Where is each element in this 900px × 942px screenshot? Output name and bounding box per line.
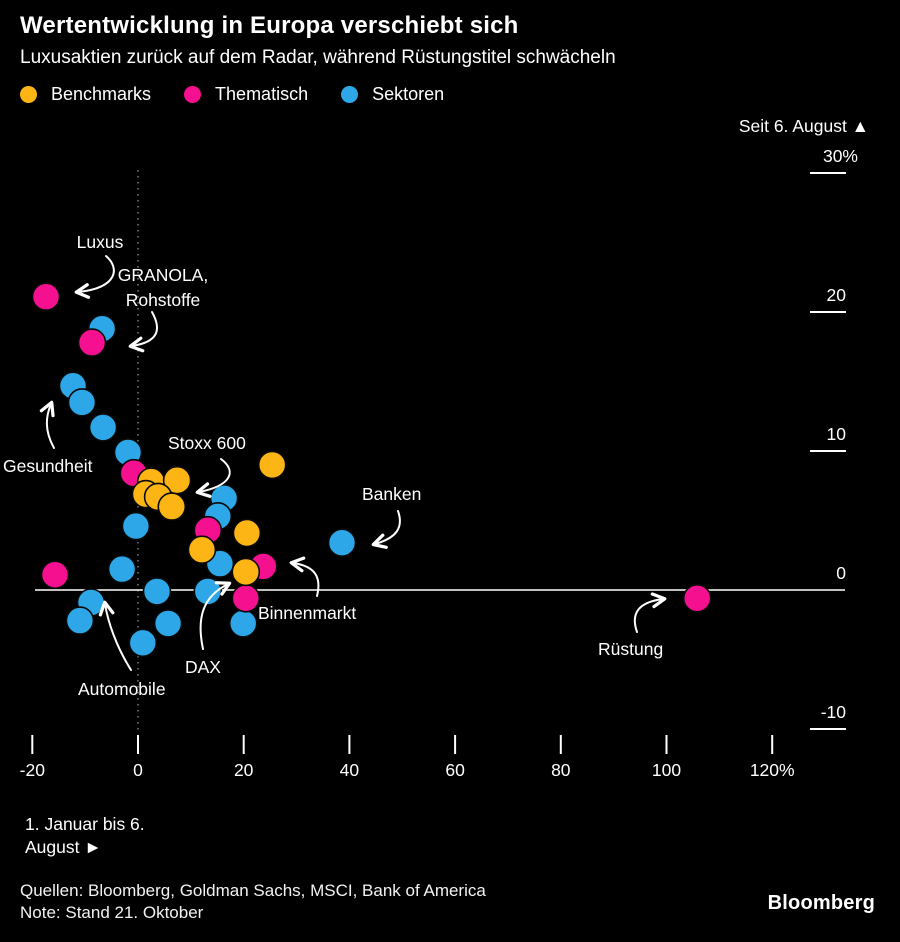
y-tick-label: 20	[827, 285, 847, 305]
annotation-luxus: Luxus	[77, 232, 124, 252]
y-tick-label: 10	[827, 424, 847, 444]
data-point	[65, 606, 95, 635]
annotations: Luxus GRANOLA, Rohstoffe Gesundheit Stoxx 60…	[3, 232, 667, 699]
y-tick-label: 30%	[823, 146, 858, 166]
page-subtitle: Luxusaktien zurück auf dem Radar, währen…	[20, 47, 616, 68]
data-point	[231, 583, 261, 613]
x-axis-period-label: 1. Januar bis 6. August ►	[25, 813, 145, 859]
annotation-arrow-automobile	[98, 600, 132, 671]
x-tick-label: -20	[20, 760, 46, 780]
footer-notes: Quellen: Bloomberg, Goldman Sachs, MSCI,…	[20, 880, 486, 924]
annotation-arrow-dax	[199, 581, 232, 650]
annotation-granola: GRANOLA, Rohstoffe	[118, 265, 208, 310]
data-point	[257, 450, 287, 480]
annotation-arrow-gesundheit	[39, 400, 55, 449]
annotation-arrow-luxus	[74, 255, 115, 299]
benchmarks-swatch-icon	[20, 86, 37, 103]
data-point	[88, 413, 118, 442]
data-point	[327, 528, 357, 558]
x-tick-label: 120%	[750, 760, 795, 780]
legend-label: Thematisch	[215, 84, 309, 104]
y-tick-label: 0	[836, 563, 846, 583]
data-point	[157, 492, 187, 521]
thematisch-swatch-icon	[184, 86, 202, 103]
annotation-ruestung: Rüstung	[598, 639, 663, 659]
series-sektoren	[58, 314, 357, 658]
annotation-gesundheit: Gesundheit	[3, 456, 93, 476]
annotation-arrow-ruestung	[633, 592, 667, 633]
x-tick-label: 0	[133, 760, 143, 780]
legend-item-sektoren: Sektoren	[341, 84, 444, 105]
data-point	[228, 609, 258, 638]
page-title: Wertentwicklung in Europa verschiebt sic…	[20, 12, 519, 39]
annotation-arrow-stoxx600	[195, 458, 231, 498]
data-point	[142, 577, 172, 606]
data-point	[77, 328, 107, 357]
bloomberg-logo: Bloomberg	[767, 892, 875, 914]
annotation-binnenmarkt: Binnenmarkt	[258, 603, 356, 623]
y-axis-title: Seit 6. August ▲	[739, 116, 869, 136]
data-point	[107, 554, 137, 584]
data-point	[31, 282, 61, 312]
annotation-stoxx600: Stoxx 600	[168, 433, 246, 453]
x-axis-period-line1: 1. Januar bis 6.	[25, 814, 145, 834]
data-point	[121, 511, 151, 541]
x-axis-period-line2: August ►	[25, 837, 102, 857]
annotation-arrow-granola	[128, 311, 158, 353]
series-benchmarks	[131, 450, 287, 587]
legend-label: Sektoren	[372, 84, 445, 104]
x-tick-label: 80	[551, 760, 571, 780]
x-tick-label: 60	[445, 760, 465, 780]
data-point	[128, 628, 158, 658]
x-tick-label: 40	[340, 760, 360, 780]
y-tick-label: -10	[821, 702, 847, 722]
legend-label: Benchmarks	[51, 84, 152, 104]
data-point	[232, 518, 262, 548]
data-point	[682, 583, 712, 613]
legend-item-thematisch: Thematisch	[184, 84, 308, 105]
annotation-arrow-banken	[371, 510, 401, 549]
annotation-automobile: Automobile	[78, 679, 166, 699]
sektoren-swatch-icon	[341, 86, 359, 103]
legend-item-benchmarks: Benchmarks	[20, 84, 151, 105]
data-point	[40, 560, 70, 590]
data-point	[153, 609, 183, 638]
annotation-arrow-binnenmarkt	[289, 556, 320, 597]
annotation-banken: Banken	[362, 484, 421, 504]
note-line: Note: Stand 21. Oktober	[20, 903, 204, 922]
data-point	[67, 388, 97, 417]
data-point	[231, 557, 261, 587]
x-tick-label: 20	[234, 760, 254, 780]
legend: Benchmarks Thematisch Sektoren	[20, 84, 477, 105]
data-point	[187, 535, 217, 565]
sources-line: Quellen: Bloomberg, Goldman Sachs, MSCI,…	[20, 881, 486, 900]
x-tick-label: 100	[652, 760, 681, 780]
annotation-dax: DAX	[185, 657, 221, 677]
